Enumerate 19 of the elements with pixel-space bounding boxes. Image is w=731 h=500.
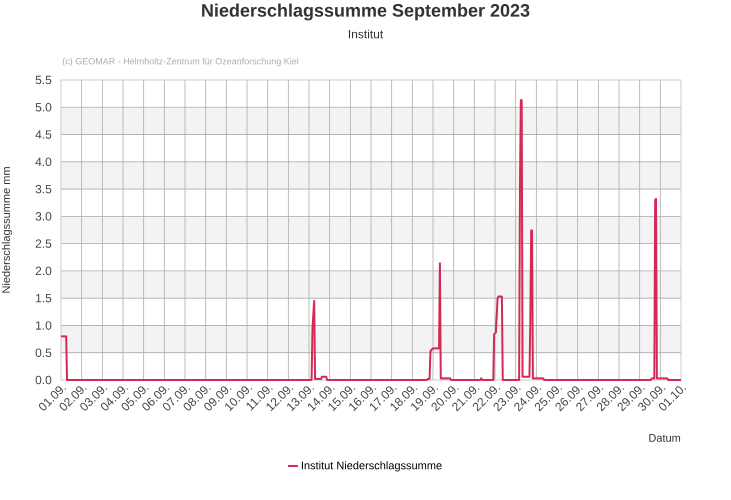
y-axis-title: Niederschlagssumme mm xyxy=(2,167,12,293)
y-tick-label: 5.5 xyxy=(36,76,52,84)
chart-subtitle: Institut xyxy=(348,30,384,38)
y-tick-label: 4.5 xyxy=(35,130,52,139)
y-tick-label: 2.5 xyxy=(36,239,52,248)
y-tick-label: 1.5 xyxy=(36,294,52,302)
line-series xyxy=(60,99,682,381)
legend-label: Institut Niederschlagssumme xyxy=(302,461,442,472)
y-tick-label: 3.5 xyxy=(36,184,52,194)
y-tick-label: 2.0 xyxy=(36,266,52,276)
chart-title: Niederschlagssumme September 2023 xyxy=(202,4,530,20)
y-tick-label: 0.0 xyxy=(36,376,52,384)
x-axis-title: Datum xyxy=(649,434,680,442)
y-tick-label: 0.5 xyxy=(36,348,52,357)
text: (c) GEOMAR - Helmholtz-Zentrum für Ozeanforschung Kiel xyxy=(62,58,298,66)
y-tick-label: 3.0 xyxy=(36,212,52,221)
y-tick-label: 4.0 xyxy=(35,158,52,166)
y-tick-label: 5.0 xyxy=(36,103,52,112)
y-tick-label: 1.0 xyxy=(36,321,52,330)
